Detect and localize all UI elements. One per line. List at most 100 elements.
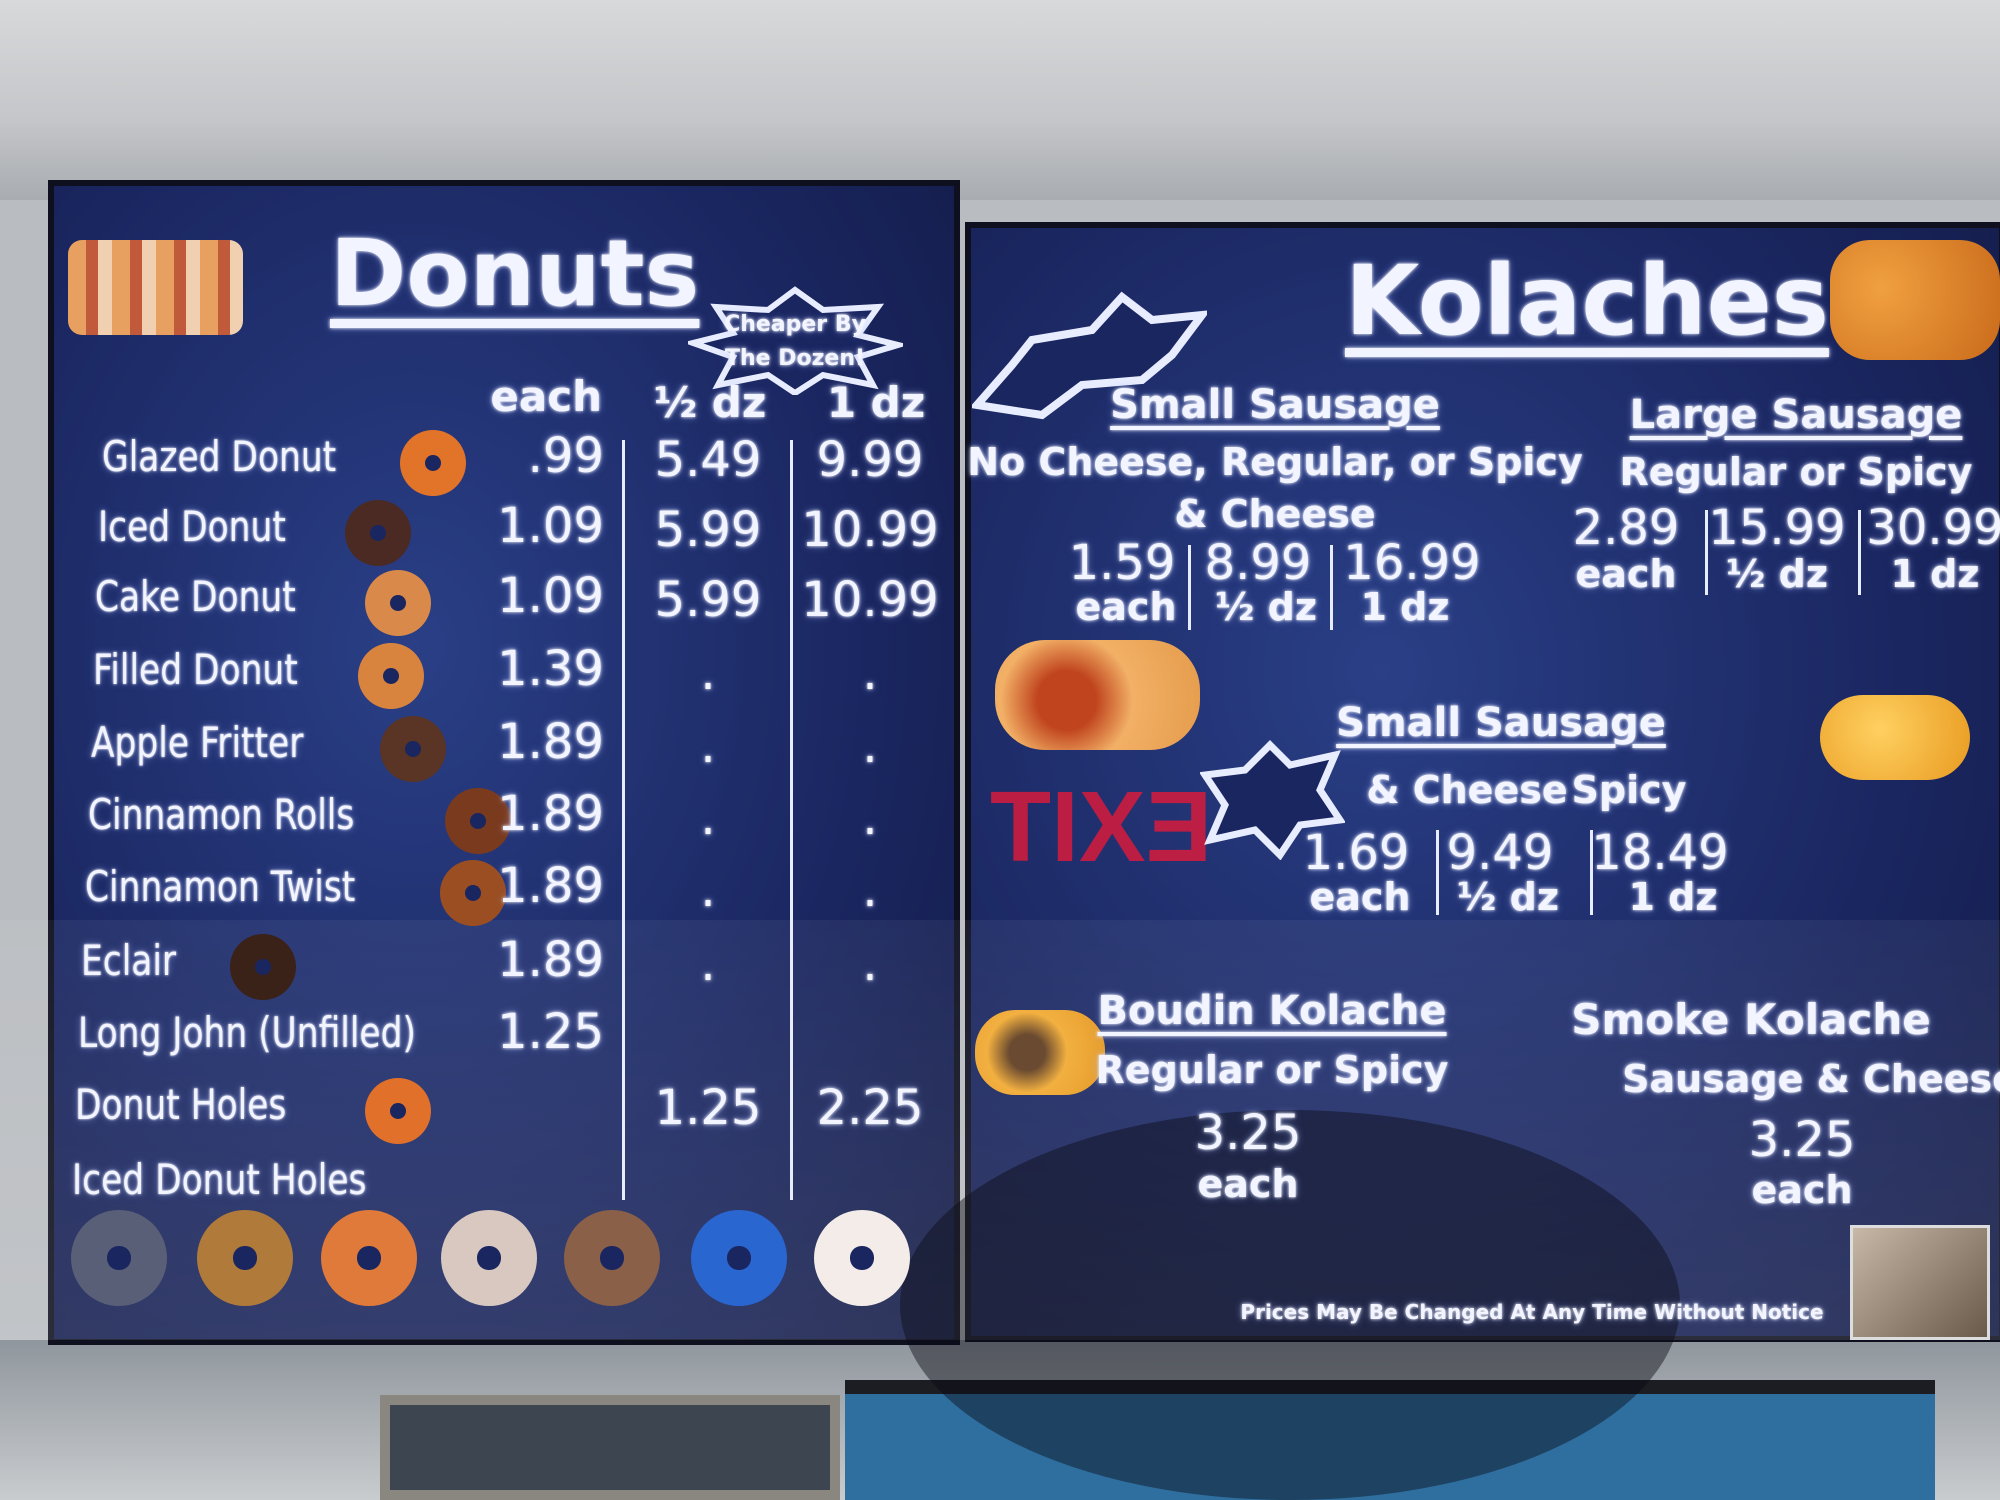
donut-image xyxy=(230,934,296,1000)
donut-item-name: Iced Donut Holes xyxy=(72,1155,367,1204)
small-sausage-price-half-dozen: 8.99 xyxy=(1204,535,1312,591)
label-half-dozen: ½ dz xyxy=(1215,585,1317,629)
small-sausage-heading: Small Sausage xyxy=(1110,382,1440,428)
large-sausage-price-dozen: 30.99 xyxy=(1866,500,2000,556)
boudin-kolache-heading: Boudin Kolache xyxy=(1097,988,1447,1034)
small-sausage-price-dozen: 16.99 xyxy=(1343,535,1481,591)
large-sausage-price-each: 2.89 xyxy=(1572,500,1680,556)
iced-donut-hole-image xyxy=(814,1210,910,1306)
picture-frame xyxy=(380,1395,840,1500)
donut-image xyxy=(345,500,411,566)
donuts-title: Donuts xyxy=(330,220,700,327)
glass-reflection xyxy=(900,1110,1680,1500)
donut-image xyxy=(445,788,511,854)
donut-price-half-dozen: . xyxy=(700,645,716,701)
label-half-dozen: ½ dz xyxy=(1457,875,1559,919)
donut-item-name: Glazed Donut xyxy=(102,432,337,481)
donut-price-dozen: 9.99 xyxy=(816,432,924,488)
kolaches-title: Kolaches xyxy=(1345,245,1829,357)
divider xyxy=(1330,545,1333,630)
divider xyxy=(1188,545,1191,630)
donut-price-half-dozen: 5.49 xyxy=(654,432,762,488)
donut-price-each: 1.09 xyxy=(497,498,604,554)
donut-price-dozen: . xyxy=(862,862,878,918)
donut-item-name: Cinnamon Twist xyxy=(85,862,356,911)
column-divider xyxy=(622,440,625,1200)
divider xyxy=(1436,830,1439,915)
large-sausage-price-half-dozen: 15.99 xyxy=(1708,500,1846,556)
column-header-half-dozen: ½ dz xyxy=(653,378,767,427)
iced-donut-hole-image xyxy=(71,1210,167,1306)
donut-item-name: Cinnamon Rolls xyxy=(88,790,355,839)
small-sausage-cheese-price-dozen: 18.49 xyxy=(1591,825,1729,881)
donut-item-name: Filled Donut xyxy=(93,645,298,694)
smoke-options: Sausage & Cheese xyxy=(1622,1057,2000,1101)
cheese-option: & Cheese xyxy=(1366,768,1568,812)
label-dozen: 1 dz xyxy=(1628,875,1718,919)
divider xyxy=(1705,510,1708,595)
column-divider xyxy=(790,440,793,1200)
spicy-option: Spicy xyxy=(1571,768,1687,812)
large-sausage-heading: Large Sausage xyxy=(1629,392,1963,438)
promo-line-2: The Dozen! xyxy=(724,346,866,371)
label-dozen: 1 dz xyxy=(1360,585,1450,629)
donut-image xyxy=(358,643,424,709)
small-sausage-cheese-heading: Small Sausage xyxy=(1336,700,1666,746)
column-header-each: each xyxy=(490,372,602,421)
donut-item-name: Cake Donut xyxy=(95,572,296,621)
boudin-kolache-image xyxy=(975,1010,1105,1095)
column-header-dozen: 1 dz xyxy=(826,378,926,427)
pigs-in-blanket-image xyxy=(1830,240,2000,360)
small-sausage-cheese-note: & Cheese xyxy=(1174,492,1376,536)
donut-price-each: 1.89 xyxy=(497,932,604,988)
label-each: each xyxy=(1575,552,1677,596)
donut-item-name: Iced Donut xyxy=(98,502,286,551)
donut-price-dozen: . xyxy=(862,936,878,992)
label-dozen: 1 dz xyxy=(1890,552,1980,596)
donut-price-each: 1.25 xyxy=(497,1004,604,1060)
small-sausage-price-each: 1.59 xyxy=(1068,535,1176,591)
star-burst-icon xyxy=(1200,740,1345,860)
large-sausage-options: Regular or Spicy xyxy=(1619,450,1973,494)
donut-price-half-dozen: 5.99 xyxy=(654,572,762,628)
divider xyxy=(1858,510,1861,595)
boudin-options: Regular or Spicy xyxy=(1095,1048,1449,1092)
donut-stack-image xyxy=(68,240,243,335)
donut-price-dozen: 2.25 xyxy=(816,1080,924,1136)
donut-image xyxy=(400,430,466,496)
iced-donut-hole-image xyxy=(441,1210,537,1306)
smoke-kolache-heading: Smoke Kolache xyxy=(1571,995,1931,1044)
smoke-price: 3.25 xyxy=(1748,1112,1856,1168)
label-each: each xyxy=(1309,875,1411,919)
donut-item-name: Long John (Unfilled) xyxy=(78,1008,416,1057)
donut-price-half-dozen: . xyxy=(700,936,716,992)
donut-image xyxy=(380,716,446,782)
iced-donut-hole-image xyxy=(197,1210,293,1306)
donut-item-name: Apple Fritter xyxy=(91,718,304,767)
kolache-image xyxy=(995,640,1200,750)
divider xyxy=(1590,830,1593,915)
donut-price-half-dozen: . xyxy=(700,718,716,774)
donut-item-name: Eclair xyxy=(81,936,177,985)
price-notice: Prices May Be Changed At Any Time Withou… xyxy=(1240,1300,1824,1324)
ceiling xyxy=(0,0,2000,200)
donut-price-dozen: 10.99 xyxy=(801,572,939,628)
donut-price-dozen: 10.99 xyxy=(801,502,939,558)
kolaches-menu-board xyxy=(965,222,2000,1342)
donut-price-half-dozen: . xyxy=(700,790,716,846)
donut-price-half-dozen: . xyxy=(700,862,716,918)
iced-donut-hole-image xyxy=(691,1210,787,1306)
donut-price-dozen: . xyxy=(862,718,878,774)
donut-price-each: 1.09 xyxy=(497,568,604,624)
lower-screen xyxy=(845,1380,1935,1500)
donut-price-half-dozen: 1.25 xyxy=(654,1080,762,1136)
donut-image xyxy=(365,570,431,636)
promo-line-1: Cheaper By xyxy=(724,312,866,337)
cheaper-by-dozen-star-icon xyxy=(688,286,903,395)
donut-price-each: 1.39 xyxy=(497,641,604,697)
iced-donut-hole-image xyxy=(321,1210,417,1306)
small-sausage-options: No Cheese, Regular, or Spicy xyxy=(967,440,1583,484)
donut-price-each: 1.89 xyxy=(497,714,604,770)
donut-image xyxy=(365,1078,431,1144)
small-sausage-cheese-price-half-dozen: 9.49 xyxy=(1446,825,1554,881)
